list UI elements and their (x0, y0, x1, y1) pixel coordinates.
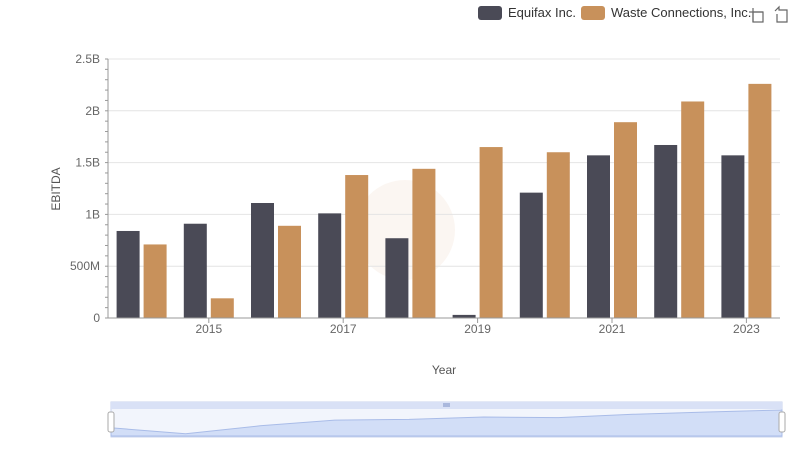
range-slider-preview (110, 409, 783, 437)
bars (116, 83, 772, 318)
bar-equifax-2014 (116, 230, 140, 318)
reset-icon[interactable] (774, 5, 788, 23)
axes: 0 500M 1B 1.5B 2B 2.5B 2015 2017 2019 2021 2023 (70, 52, 780, 336)
y-tick-label: 0 (93, 311, 100, 325)
range-drag-grip[interactable] (443, 403, 450, 407)
bar-waste-connections-2015 (210, 298, 234, 318)
legend-swatch-equifax (478, 6, 502, 20)
bar-waste-connections-2020 (546, 152, 570, 318)
bar-equifax-2019 (452, 314, 476, 318)
bar-waste-connections-2016 (278, 225, 301, 318)
bar-equifax-2017 (318, 213, 342, 318)
legend-label-equifax: Equifax Inc. (508, 5, 576, 20)
y-tick-label: 500M (70, 259, 100, 273)
x-axis-title: Year (432, 363, 456, 377)
x-tick-label: 2019 (464, 322, 491, 336)
legend: Equifax Inc. Waste Connections, Inc. (478, 5, 751, 20)
bar-waste-connections-2021 (614, 122, 637, 318)
legend-swatch-waste-connections (581, 6, 605, 20)
range-handle-right[interactable] (778, 411, 786, 433)
bar-waste-connections-2017 (345, 175, 369, 318)
bar-waste-connections-2023 (748, 83, 772, 318)
y-tick-label: 2B (85, 104, 100, 118)
bar-equifax-2015 (183, 223, 207, 318)
y-tick-label: 2.5B (75, 52, 100, 66)
bar-equifax-2021 (587, 155, 610, 318)
bar-equifax-2016 (251, 203, 274, 318)
x-tick-label: 2023 (733, 322, 760, 336)
bar-waste-connections-2018 (412, 168, 436, 318)
range-slider[interactable] (107, 401, 786, 438)
x-tick-label: 2015 (195, 322, 222, 336)
bar-equifax-2018 (385, 238, 409, 318)
gridlines (108, 58, 780, 319)
range-handle-left[interactable] (107, 411, 115, 433)
x-tick-label: 2021 (599, 322, 626, 336)
y-tick-label: 1.5B (75, 156, 100, 170)
bar-waste-connections-2019 (479, 147, 503, 318)
bar-equifax-2023 (721, 155, 745, 318)
zoom-icon[interactable] (749, 8, 764, 23)
y-tick-label: 1B (85, 207, 100, 221)
bar-equifax-2022 (654, 144, 678, 318)
bar-waste-connections-2022 (681, 101, 705, 318)
bar-equifax-2020 (519, 192, 543, 318)
x-tick-label: 2017 (330, 322, 357, 336)
legend-label-waste-connections: Waste Connections, Inc. (611, 5, 751, 20)
bar-waste-connections-2014 (143, 244, 167, 318)
y-axis-title: EBITDA (49, 167, 63, 210)
